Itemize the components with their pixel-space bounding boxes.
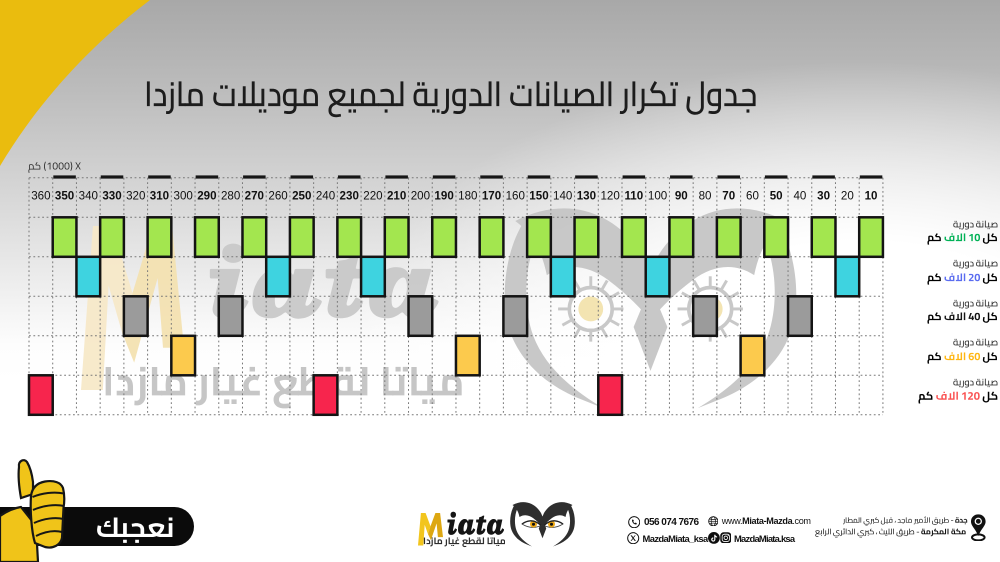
svg-text:220: 220: [363, 189, 382, 202]
svg-text:110: 110: [625, 189, 644, 202]
svg-text:50: 50: [770, 189, 783, 202]
svg-text:320: 320: [126, 189, 145, 202]
svg-text:130: 130: [577, 189, 596, 202]
svg-text:90: 90: [675, 189, 688, 202]
svg-text:160: 160: [506, 189, 525, 202]
svg-text:120: 120: [600, 189, 619, 202]
svg-text:150: 150: [529, 189, 548, 202]
svg-text:300: 300: [174, 189, 193, 202]
svg-text:210: 210: [387, 189, 406, 202]
svg-text:40: 40: [793, 189, 806, 202]
svg-text:80: 80: [699, 189, 712, 202]
svg-text:260: 260: [268, 189, 287, 202]
svg-text:270: 270: [245, 189, 264, 202]
svg-text:230: 230: [340, 189, 359, 202]
svg-text:350: 350: [55, 189, 74, 202]
svg-text:180: 180: [458, 189, 477, 202]
svg-text:100: 100: [648, 189, 667, 202]
svg-text:70: 70: [722, 189, 735, 202]
svg-text:170: 170: [482, 189, 501, 202]
svg-text:200: 200: [411, 189, 430, 202]
svg-text:20: 20: [841, 189, 854, 202]
svg-text:60: 60: [746, 189, 759, 202]
svg-text:360: 360: [31, 189, 50, 202]
svg-text:10: 10: [865, 189, 878, 202]
svg-text:140: 140: [553, 189, 572, 202]
svg-text:240: 240: [316, 189, 335, 202]
svg-text:250: 250: [292, 189, 311, 202]
svg-text:190: 190: [434, 189, 453, 202]
svg-text:290: 290: [197, 189, 216, 202]
svg-text:30: 30: [817, 189, 830, 202]
svg-text:310: 310: [150, 189, 169, 202]
svg-text:330: 330: [102, 189, 121, 202]
svg-text:340: 340: [79, 189, 98, 202]
svg-text:280: 280: [221, 189, 240, 202]
